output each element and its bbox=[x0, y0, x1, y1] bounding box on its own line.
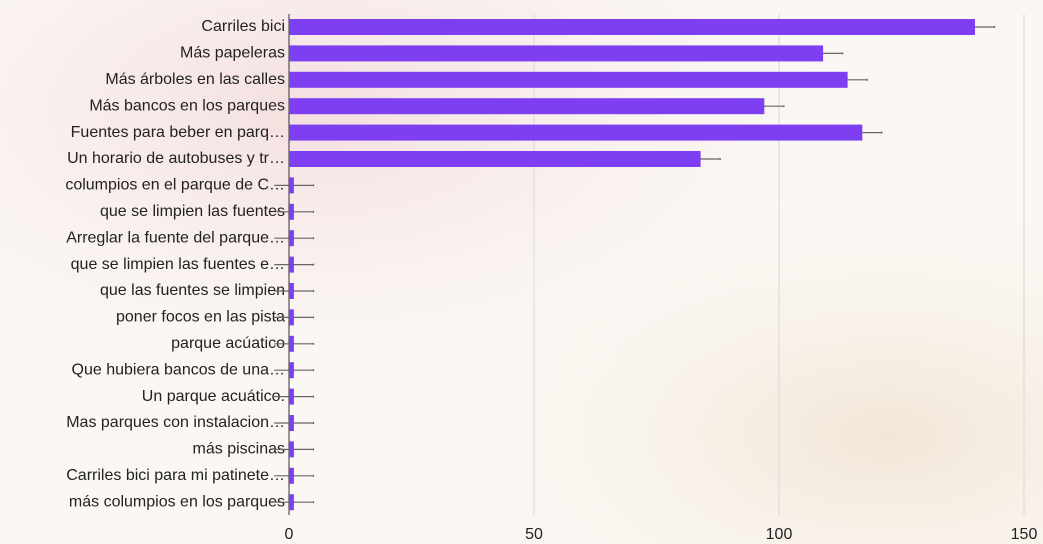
y-tick-label: más piscinas bbox=[193, 441, 285, 458]
bar bbox=[289, 309, 294, 326]
bar bbox=[289, 71, 848, 88]
bar bbox=[289, 98, 765, 115]
y-tick-label: Más bancos en los parques bbox=[89, 97, 285, 114]
y-tick-label: Mas parques con instalacion… bbox=[66, 414, 285, 431]
x-tick-label: 100 bbox=[766, 526, 793, 543]
y-tick-label: que se limpien las fuentes bbox=[100, 203, 285, 220]
bar bbox=[289, 45, 824, 62]
x-tick-label: 150 bbox=[1011, 526, 1038, 543]
bar bbox=[289, 203, 294, 220]
bar bbox=[289, 467, 294, 484]
bar bbox=[289, 19, 975, 35]
bar bbox=[289, 441, 294, 458]
y-tick-label: Fuentes para beber en parq… bbox=[71, 124, 285, 141]
bar bbox=[289, 230, 294, 247]
y-tick-label: Más árboles en las calles bbox=[105, 71, 285, 88]
bar bbox=[289, 177, 294, 194]
y-tick-label: parque acúatico bbox=[171, 335, 285, 352]
y-tick-label: Más papeleras bbox=[180, 45, 285, 62]
y-tick-label: Carriles bici bbox=[201, 18, 285, 35]
bar bbox=[289, 283, 294, 299]
y-tick-label: que se limpien las fuentes e… bbox=[71, 256, 285, 273]
y-tick-label: Arreglar la fuente del parque… bbox=[66, 229, 285, 246]
y-tick-label: poner focos en las pista bbox=[116, 309, 285, 326]
y-tick-label: más columpios en los parques bbox=[69, 493, 285, 510]
bar bbox=[289, 124, 863, 141]
bar bbox=[289, 415, 294, 431]
y-tick-label: columpios en el parque de C… bbox=[65, 177, 285, 194]
x-tick-label: 0 bbox=[285, 526, 294, 543]
bar bbox=[289, 335, 294, 352]
bar bbox=[289, 256, 294, 273]
y-tick-label: Carriles bici para mi patinete… bbox=[66, 467, 285, 484]
y-tick-label: Que hubiera bancos de una… bbox=[72, 361, 285, 378]
bar bbox=[289, 388, 294, 405]
x-tick-label: 50 bbox=[525, 526, 543, 543]
y-tick-label: Un parque acuático. bbox=[142, 388, 285, 405]
y-tick-label: que las fuentes se limpien bbox=[100, 282, 285, 299]
bar bbox=[289, 151, 701, 167]
bar bbox=[289, 362, 294, 379]
bar bbox=[289, 494, 294, 511]
y-tick-label: Un horario de autobuses y tr… bbox=[67, 150, 285, 167]
